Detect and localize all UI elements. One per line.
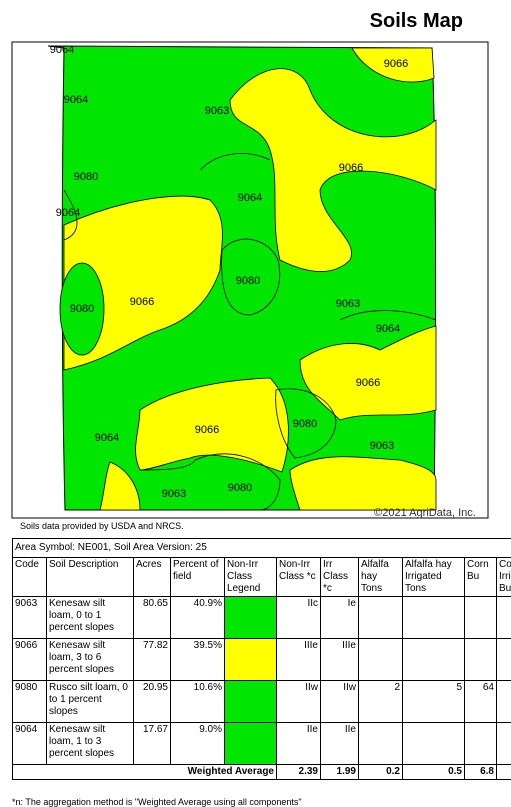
table-cell: Kenesaw silt loam, 3 to 6 percent slopes [47,639,134,681]
soil-unit [290,457,436,510]
footer-cell [497,765,511,780]
footer-cell: 2.39 [277,765,321,780]
table-cell [497,639,511,681]
table-cell: Rusco silt loam, 0 to 1 percent slopes [47,681,134,723]
column-header: Corn Irrigated Bu [497,558,511,597]
table-cell: 64 [465,681,497,723]
table-cell [465,639,497,681]
caption-row: Area Symbol: NE001, Soil Area Version: 2… [13,539,511,558]
map-label: 9064 [376,323,400,335]
copyright: ©2021 AgriData, Inc. [374,507,476,519]
legend-cell [225,681,277,723]
map-label: 9066 [130,296,154,308]
table-cell: IIIe [277,639,321,681]
map-label: 9064 [64,94,88,106]
map-label: 9066 [339,162,363,174]
column-header: Code [13,558,47,597]
table-cell: 20.95 [134,681,171,723]
footer-cell: 6.8 [465,765,497,780]
column-header: Alfalfa hay Tons [359,558,403,597]
footer-cell: 1.99 [321,765,359,780]
column-header: Corn Bu [465,558,497,597]
table-cell: Ie [321,597,359,639]
table-cell [465,723,497,765]
map-label: 9064 [95,432,119,444]
table-cell: 39.5% [171,639,225,681]
map-label: 9063 [370,440,394,452]
column-header: Alfalfa hay Irrigated Tons [403,558,465,597]
table-cell: 77.82 [134,639,171,681]
table-cell: IIIe [321,639,359,681]
map-label: 9063 [205,105,229,117]
table-cell: 17.67 [134,723,171,765]
map-label: 9080 [70,303,94,315]
table-cell: Kenesaw silt loam, 1 to 3 percent slopes [47,723,134,765]
soil-table: Area Symbol: NE001, Soil Area Version: 2… [12,538,511,780]
table-cell [497,597,511,639]
table-cell: 9.0% [171,723,225,765]
table-cell [359,639,403,681]
map-label: 9064 [238,192,262,204]
table-cell: 9064 [13,723,47,765]
table-cell: IIe [321,723,359,765]
table-cell [465,597,497,639]
table-cell [497,723,511,765]
table-cell [403,597,465,639]
table-cell [497,681,511,723]
column-header: Non-Irr Class *c [277,558,321,597]
table-cell: 5 [403,681,465,723]
table-cell: IIe [277,723,321,765]
table-cell [403,639,465,681]
table-cell: 10.6% [171,681,225,723]
map-label: 9080 [228,482,252,494]
table-wrap: Area Symbol: NE001, Soil Area Version: 2… [12,538,511,780]
table-cell: 2 [359,681,403,723]
table-cell [359,723,403,765]
column-header: Percent of field [171,558,225,597]
table-cell: Kenesaw silt loam, 0 to 1 percent slopes [47,597,134,639]
footer-cell: 0.5 [403,765,465,780]
footnote: *n: The aggregation method is "Weighted … [12,797,302,807]
map-label: 9080 [293,418,317,430]
footer-cell: 0.2 [359,765,403,780]
table-cell: 9080 [13,681,47,723]
table-cell: IIc [277,597,321,639]
map-label: 9066 [195,424,219,436]
table-cell: 80.65 [134,597,171,639]
column-header: Irr Class *c [321,558,359,597]
table-caption: Area Symbol: NE001, Soil Area Version: 2… [13,539,511,558]
legend-cell [225,597,277,639]
map-label: 9063 [162,488,186,500]
table-cell: 9063 [13,597,47,639]
table-cell: 9066 [13,639,47,681]
table-cell [403,723,465,765]
column-header: Acres [134,558,171,597]
map-label: 9080 [236,275,260,287]
footer-label: Weighted Average [13,765,277,780]
source-note: Soils data provided by USDA and NRCS. [20,521,184,531]
column-header: Non-Irr Class Legend [225,558,277,597]
table-cell: IIw [321,681,359,723]
map-label: 9080 [74,171,98,183]
map-label: 9066 [384,58,408,70]
table-cell: 40.9% [171,597,225,639]
map-label: 9063 [336,298,360,310]
table-cell: IIw [277,681,321,723]
map-label: 9064 [50,44,74,56]
column-header: Soil Description [47,558,134,597]
legend-cell [225,723,277,765]
legend-cell [225,639,277,681]
map-label: 9064 [56,207,80,219]
soil-map: 9064 9066 9064 9063 9066 9080 9064 9064 … [0,0,511,520]
map-label: 9066 [356,377,380,389]
table-cell [359,597,403,639]
